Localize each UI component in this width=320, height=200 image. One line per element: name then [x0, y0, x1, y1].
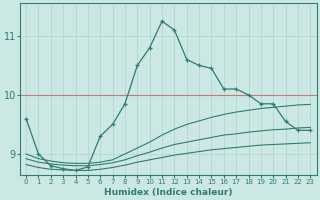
X-axis label: Humidex (Indice chaleur): Humidex (Indice chaleur) — [104, 188, 232, 197]
